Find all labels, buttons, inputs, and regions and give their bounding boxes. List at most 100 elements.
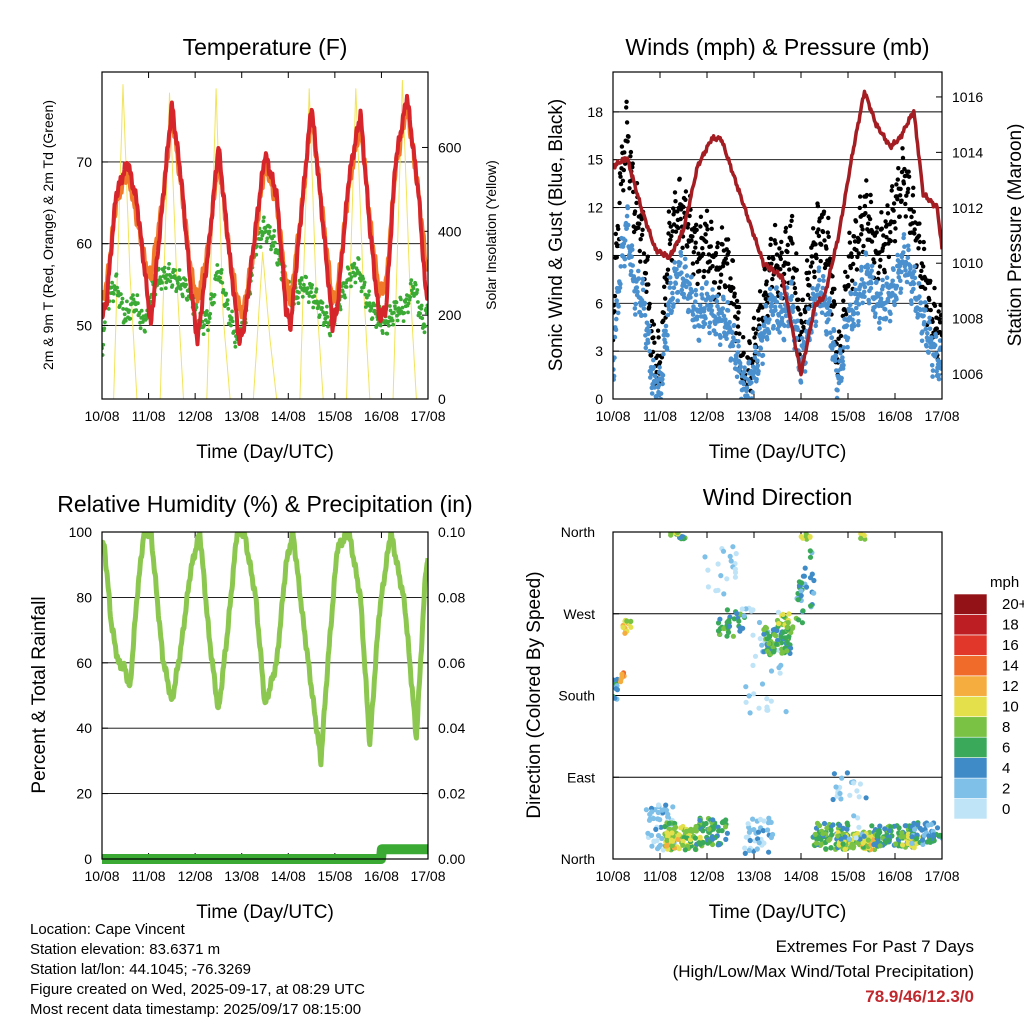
wind-point xyxy=(750,389,755,395)
gust-point xyxy=(898,193,903,198)
direction-point xyxy=(892,841,899,847)
wind-point xyxy=(894,283,900,289)
gust-point xyxy=(731,285,736,291)
wind-point xyxy=(861,281,867,286)
dewpoint-point xyxy=(167,262,172,266)
gust-point xyxy=(783,229,788,234)
direction-point xyxy=(840,841,846,847)
gust-point xyxy=(708,244,713,249)
dewpoint-point xyxy=(194,305,199,310)
y-tick-label: North xyxy=(561,524,595,540)
dewpoint-point xyxy=(300,294,305,299)
gust-point xyxy=(762,267,767,272)
direction-point xyxy=(675,532,681,536)
gust-point xyxy=(646,282,651,287)
dewpoint-point xyxy=(162,265,167,270)
direction-point xyxy=(643,807,650,813)
direction-point xyxy=(759,642,765,648)
gust-point xyxy=(790,275,796,280)
wind-point xyxy=(769,301,774,307)
gust-point xyxy=(830,274,835,279)
wind-point xyxy=(876,320,882,325)
gust-point xyxy=(879,226,884,231)
direction-point xyxy=(750,816,756,822)
direction-point xyxy=(755,829,762,835)
x-tick-label: 14/08 xyxy=(783,868,818,884)
direction-point xyxy=(861,532,867,539)
direction-point xyxy=(926,833,932,839)
gust-point xyxy=(632,209,638,214)
wind-point xyxy=(760,352,766,358)
dewpoint-point xyxy=(131,297,136,302)
direction-point xyxy=(680,838,686,845)
y-tick-label: East xyxy=(567,769,595,785)
direction-point xyxy=(839,775,845,781)
wind-point xyxy=(734,355,739,361)
gust-point xyxy=(793,290,798,296)
wind-point xyxy=(728,356,734,362)
y-tick-label: 70 xyxy=(76,154,92,170)
direction-point xyxy=(754,846,760,852)
direction-point xyxy=(812,831,818,837)
gust-point xyxy=(856,251,861,256)
dewpoint-point xyxy=(138,326,143,331)
wind-point xyxy=(812,297,818,302)
gust-point xyxy=(736,304,742,310)
wind-point xyxy=(613,367,616,372)
wind-point xyxy=(720,306,726,311)
gust-point xyxy=(690,261,696,266)
gust-point xyxy=(676,225,681,231)
y-tick-label: West xyxy=(563,606,595,622)
gust-point xyxy=(846,282,851,288)
gust-point xyxy=(641,251,647,256)
wind-point xyxy=(862,284,868,290)
dewpoint-point xyxy=(225,298,230,302)
legend-swatch xyxy=(953,777,988,799)
gust-point xyxy=(851,234,857,239)
x-tick-label: 17/08 xyxy=(924,868,959,884)
extremes-value: 78.9/46/12.3/0 xyxy=(865,987,974,1006)
gust-point xyxy=(778,256,783,262)
dewpoint-point xyxy=(363,292,368,297)
dewpoint-point xyxy=(269,247,273,252)
wind-point xyxy=(908,266,913,271)
wind-point xyxy=(640,287,646,293)
gust-point xyxy=(620,178,626,183)
wind-point xyxy=(937,338,942,343)
direction-point xyxy=(767,818,773,824)
wind-point xyxy=(663,328,668,334)
wind-point xyxy=(826,317,831,322)
direction-point xyxy=(737,625,744,631)
gust-point xyxy=(753,331,759,336)
wind-point xyxy=(866,300,872,306)
direction-point xyxy=(751,691,757,697)
gust-point xyxy=(704,223,709,228)
gust-point xyxy=(651,322,657,327)
y-tick-label: 100 xyxy=(69,524,93,540)
dewpoint-point xyxy=(136,301,140,306)
gust-point xyxy=(689,238,694,243)
direction-point xyxy=(656,802,662,808)
gust-point xyxy=(810,260,815,265)
wind-point xyxy=(632,306,638,311)
gust-point xyxy=(670,229,675,234)
wind-point xyxy=(855,311,861,316)
gust-point xyxy=(686,222,691,227)
dewpoint-point xyxy=(346,266,351,271)
gust-point xyxy=(808,264,814,269)
wind-point xyxy=(771,323,776,329)
dewpoint-point xyxy=(159,287,164,291)
dewpoint-point xyxy=(122,312,127,317)
wind-point xyxy=(756,368,761,374)
wind-point xyxy=(670,296,676,301)
gust-point xyxy=(726,249,731,255)
gust-point xyxy=(911,185,916,190)
gust-point xyxy=(661,318,666,323)
wind-point xyxy=(860,300,865,306)
y-tick-label: 50 xyxy=(76,317,92,333)
direction-point xyxy=(715,628,722,634)
dewpoint-point xyxy=(388,308,393,313)
direction-point xyxy=(696,840,702,846)
dewpoint-point xyxy=(416,300,420,304)
dewpoint-point xyxy=(225,302,230,307)
